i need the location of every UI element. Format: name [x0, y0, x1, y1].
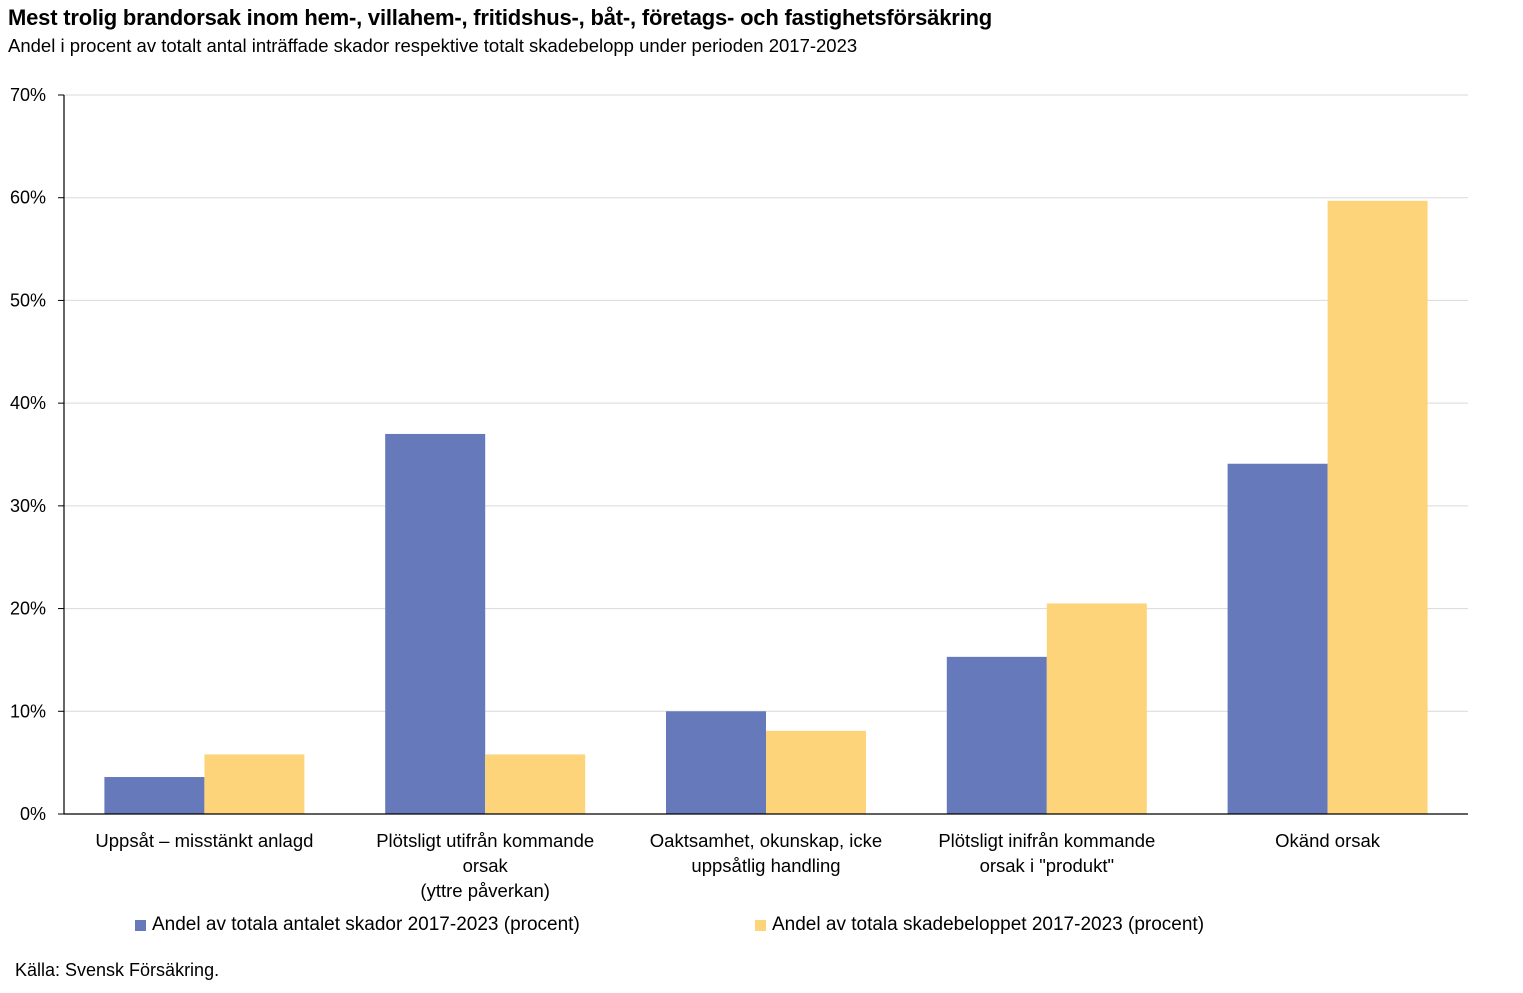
- axes: [58, 94, 1468, 815]
- x-category-label: orsak: [463, 855, 509, 876]
- x-category-label: Plötsligt inifrån kommande: [938, 830, 1155, 851]
- legend-swatch-skador: [135, 919, 146, 931]
- y-tick-label: 50%: [10, 290, 46, 310]
- bar-chart: 0% 10% 20% 30% 40% 50% 60% 70% Uppsåt – misstänk…: [10, 85, 1468, 901]
- legend-swatch-skadebelopp: [755, 919, 766, 931]
- x-category-label: uppsåtlig handling: [691, 855, 840, 876]
- legend: Andel av totala antalet skador 2017-2023…: [0, 914, 1523, 940]
- y-tick-label: 20%: [10, 599, 46, 619]
- bar: [946, 656, 1047, 814]
- x-category-label: (yttre påverkan): [420, 880, 550, 901]
- bar: [204, 754, 305, 814]
- x-category-label: orsak i "produkt": [980, 855, 1114, 876]
- bar: [104, 777, 205, 814]
- x-category-label: Okänd orsak: [1275, 830, 1381, 851]
- bars: [104, 200, 1428, 814]
- y-tick-label: 70%: [10, 85, 46, 105]
- bar: [385, 433, 486, 814]
- bar: [1046, 603, 1147, 814]
- y-tick-label: 10%: [10, 701, 46, 721]
- source-note: Källa: Svensk Försäkring.: [15, 960, 220, 980]
- y-tick-label: 30%: [10, 496, 46, 516]
- x-category-label: Oaktsamhet, okunskap, icke: [650, 830, 882, 851]
- bar: [766, 730, 866, 814]
- axis-labels: 0% 10% 20% 30% 40% 50% 60% 70% Uppsåt – misstänk…: [10, 85, 1381, 901]
- x-category-label: Plötsligt utifrån kommande: [376, 830, 594, 851]
- y-tick-label: 40%: [10, 393, 46, 413]
- legend-item-skadebelopp: Andel av totala skadebeloppet 2017-2023 …: [755, 914, 1204, 936]
- legend-label-skadebelopp: Andel av totala skadebeloppet 2017-2023 …: [772, 914, 1205, 935]
- legend-item-skador: Andel av totala antalet skador 2017-2023…: [135, 914, 580, 936]
- chart-subtitle: Andel i procent av totalt antal inträffa…: [8, 35, 858, 56]
- y-tick-label: 0%: [20, 804, 46, 824]
- chart-title: Mest trolig brandorsak inom hem-, villah…: [8, 5, 992, 30]
- bar: [1227, 463, 1328, 814]
- x-category-label: Uppsåt – misstänkt anlagd: [95, 830, 313, 851]
- bar: [485, 754, 586, 814]
- y-tick-label: 60%: [10, 188, 46, 208]
- bar: [666, 711, 766, 814]
- bar: [1327, 200, 1428, 814]
- legend-label-skador: Andel av totala antalet skador 2017-2023…: [152, 914, 580, 935]
